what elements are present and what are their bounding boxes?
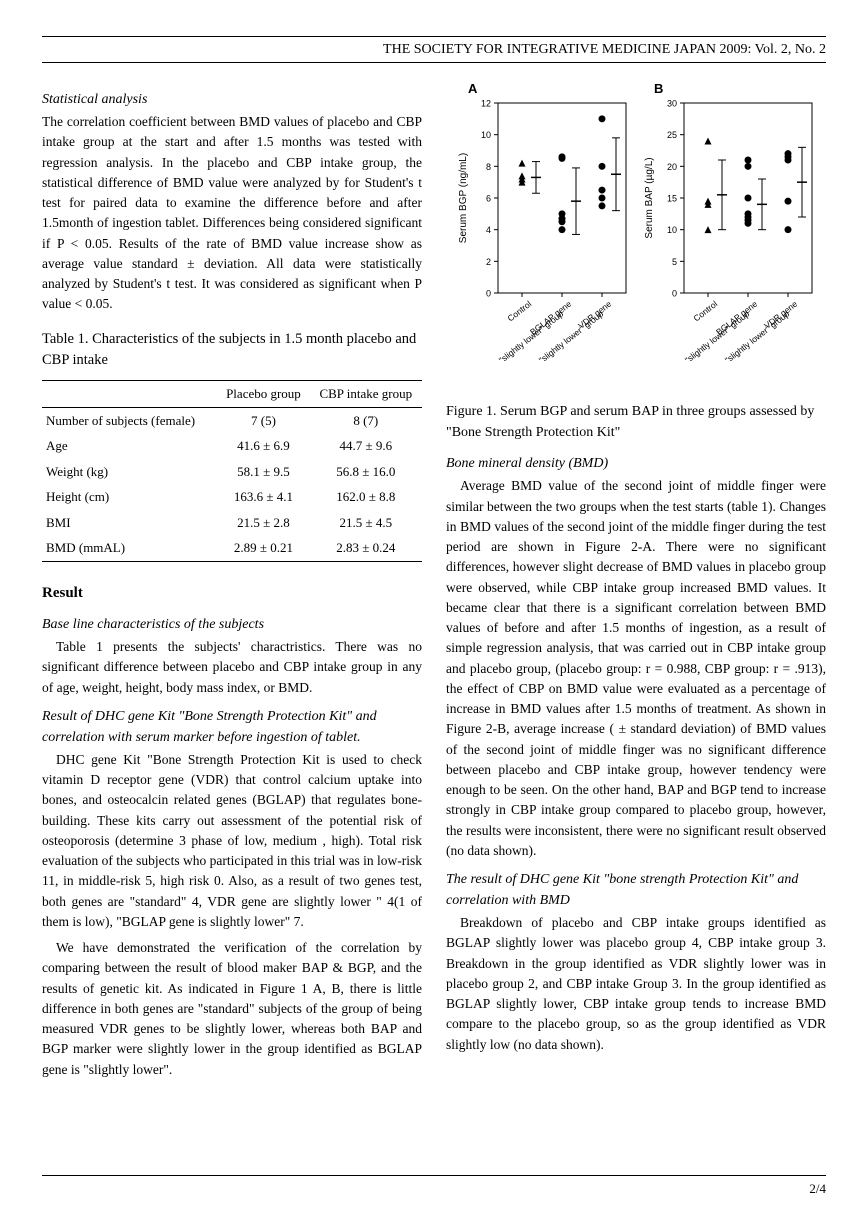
svg-text:25: 25 (667, 130, 677, 140)
dhc-para2: We have demonstrated the verification of… (42, 938, 422, 1080)
svg-text:Control: Control (505, 299, 533, 324)
bmd-heading: Bone mineral density (BMD) (446, 453, 826, 474)
table-row: Weight (kg)58.1 ± 9.556.8 ± 16.0 (42, 459, 422, 485)
table1: Placebo group CBP intake group Number of… (42, 380, 422, 562)
svg-text:A: A (468, 81, 478, 96)
svg-text:15: 15 (667, 194, 677, 204)
table-row: Number of subjects (female)7 (5)8 (7) (42, 407, 422, 433)
figure1-caption: Figure 1. Serum BGP and serum BAP in thr… (446, 401, 826, 443)
svg-text:6: 6 (486, 194, 491, 204)
content-columns: Statistical analysis The correlation coe… (42, 81, 826, 1086)
figure1: A024681012Serum BGP (ng/mL)ControlBGLAP … (446, 81, 826, 443)
baseline-para: Table 1 presents the subjects' charactri… (42, 637, 422, 698)
table-cell: 2.89 ± 0.21 (217, 535, 309, 561)
svg-text:Serum BGP (ng/mL): Serum BGP (ng/mL) (458, 153, 469, 243)
table-cell: 2.83 ± 0.24 (310, 535, 422, 561)
table-cell: 162.0 ± 8.8 (310, 484, 422, 510)
table-cell: Age (42, 433, 217, 459)
table-cell: Height (cm) (42, 484, 217, 510)
svg-text:4: 4 (486, 225, 491, 235)
bmd-para: Average BMD value of the second joint of… (446, 476, 826, 861)
table-cell: BMI (42, 510, 217, 536)
svg-text:Serum BAP (µg/L): Serum BAP (µg/L) (644, 157, 655, 238)
svg-text:2: 2 (486, 257, 491, 267)
svg-text:5: 5 (672, 257, 677, 267)
stat-para: The correlation coefficient between BMD … (42, 112, 422, 315)
table-row: BMD (mmAL)2.89 ± 0.212.83 ± 0.24 (42, 535, 422, 561)
table-row: BMI21.5 ± 2.821.5 ± 4.5 (42, 510, 422, 536)
table-cell: Weight (kg) (42, 459, 217, 485)
svg-text:20: 20 (667, 162, 677, 172)
table1-th0 (42, 381, 217, 408)
svg-text:10: 10 (481, 130, 491, 140)
table-cell: 41.6 ± 6.9 (217, 433, 309, 459)
dhc2-para: Breakdown of placebo and CBP intake grou… (446, 913, 826, 1055)
svg-text:8: 8 (486, 162, 491, 172)
svg-text:0: 0 (486, 289, 491, 299)
svg-text:0: 0 (672, 289, 677, 299)
table1-th2: CBP intake group (310, 381, 422, 408)
page-header: THE SOCIETY FOR INTEGRATIVE MEDICINE JAP… (42, 36, 826, 63)
dhc-heading: Result of DHC gene Kit "Bone Strength Pr… (42, 706, 422, 748)
baseline-heading: Base line characteristics of the subject… (42, 614, 422, 635)
table-cell: 21.5 ± 2.8 (217, 510, 309, 536)
dhc-para1: DHC gene Kit "Bone Strength Protection K… (42, 750, 422, 932)
table-cell: 7 (5) (217, 407, 309, 433)
stat-heading: Statistical analysis (42, 89, 422, 110)
table1-th1: Placebo group (217, 381, 309, 408)
figure1-svg: A024681012Serum BGP (ng/mL)ControlBGLAP … (446, 81, 826, 391)
table1-title: Table 1. Characteristics of the subjects… (42, 329, 422, 373)
dhc2-heading: The result of DHC gene Kit "bone strengt… (446, 869, 826, 911)
page-footer: 2/4 (42, 1175, 826, 1199)
table-cell: 163.6 ± 4.1 (217, 484, 309, 510)
table-row: Height (cm)163.6 ± 4.1162.0 ± 8.8 (42, 484, 422, 510)
table-cell: 8 (7) (310, 407, 422, 433)
svg-text:12: 12 (481, 99, 491, 109)
table-row: Age41.6 ± 6.944.7 ± 9.6 (42, 433, 422, 459)
table-cell: 56.8 ± 16.0 (310, 459, 422, 485)
result-heading: Result (42, 582, 422, 605)
table-cell: Number of subjects (female) (42, 407, 217, 433)
table-cell: 21.5 ± 4.5 (310, 510, 422, 536)
journal-title: THE SOCIETY FOR INTEGRATIVE MEDICINE JAP… (383, 42, 826, 57)
table-cell: 44.7 ± 9.6 (310, 433, 422, 459)
svg-text:10: 10 (667, 225, 677, 235)
svg-text:B: B (654, 81, 663, 96)
right-column: A024681012Serum BGP (ng/mL)ControlBGLAP … (446, 81, 826, 1086)
table-cell: 58.1 ± 9.5 (217, 459, 309, 485)
svg-text:Control: Control (691, 299, 719, 324)
page-number: 2/4 (809, 1181, 826, 1196)
table-cell: BMD (mmAL) (42, 535, 217, 561)
left-column: Statistical analysis The correlation coe… (42, 81, 422, 1086)
svg-text:30: 30 (667, 99, 677, 109)
